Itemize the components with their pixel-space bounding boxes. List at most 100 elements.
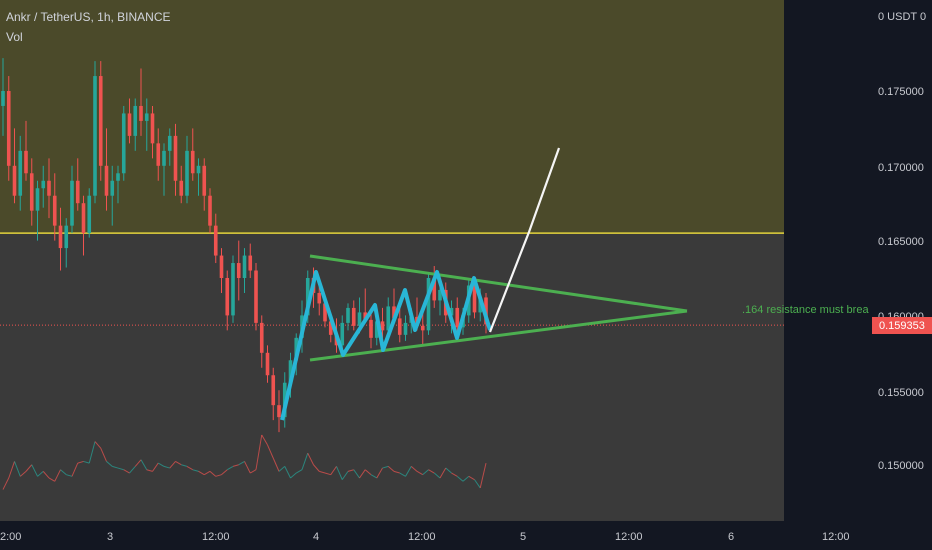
symmetric-triangle bbox=[309, 254, 688, 362]
triangle-upper-trendline bbox=[309, 254, 688, 313]
volume-line bbox=[2, 434, 487, 490]
candle-body bbox=[392, 306, 396, 319]
volume-segment bbox=[347, 469, 354, 472]
candle-body bbox=[213, 225, 218, 256]
volume-segment bbox=[215, 474, 222, 477]
candle-body bbox=[190, 150, 195, 174]
candle-body bbox=[472, 285, 477, 313]
volume-segment bbox=[198, 470, 205, 476]
price-tick: 0.170000 bbox=[878, 162, 924, 174]
volume-segment bbox=[399, 472, 406, 477]
volume-segment bbox=[255, 434, 263, 470]
volume-segment bbox=[146, 469, 153, 472]
volume-segment bbox=[140, 459, 148, 470]
current-price-tag bbox=[872, 317, 932, 334]
candle-body bbox=[225, 278, 230, 316]
candle-body bbox=[144, 113, 149, 121]
candle-body bbox=[70, 180, 74, 226]
volume-segment bbox=[267, 444, 274, 459]
volume-segment bbox=[319, 470, 326, 474]
volume-segment bbox=[445, 467, 452, 474]
time-tick: 5 bbox=[520, 531, 526, 543]
zigzag-wave bbox=[280, 270, 492, 421]
volume-segment bbox=[364, 469, 372, 476]
currency-label: 0 USDT 0 bbox=[878, 11, 926, 23]
candle-body bbox=[167, 135, 172, 151]
volume-segment bbox=[250, 469, 257, 474]
candle-body bbox=[219, 255, 224, 278]
volume-segment bbox=[232, 464, 239, 467]
volume-segment bbox=[393, 470, 400, 474]
candle-body bbox=[121, 113, 126, 174]
price-tick: 0.175000 bbox=[878, 86, 924, 98]
candle-body bbox=[202, 165, 207, 196]
candle-body bbox=[420, 325, 425, 331]
volume-segment bbox=[433, 472, 441, 479]
time-tick: 12:00 bbox=[822, 531, 850, 543]
candle-body bbox=[179, 180, 184, 196]
volume-segment bbox=[238, 461, 245, 466]
volume-segment bbox=[77, 460, 84, 464]
candle-body bbox=[64, 225, 69, 249]
volume-segment bbox=[244, 461, 251, 474]
candle-body bbox=[449, 307, 454, 316]
time-tick: 6 bbox=[728, 531, 734, 543]
volume-segment bbox=[54, 469, 61, 482]
candle-body bbox=[248, 255, 253, 271]
candle-body bbox=[242, 255, 247, 278]
candle-body bbox=[265, 352, 270, 376]
volume-segment bbox=[175, 461, 182, 466]
volume-segment bbox=[227, 465, 234, 471]
price-tick: 0.165000 bbox=[878, 236, 924, 248]
candle-body bbox=[438, 289, 442, 301]
volume-segment bbox=[106, 461, 113, 467]
volume-segment bbox=[330, 466, 337, 475]
volume-segment bbox=[370, 474, 377, 479]
volume-segment bbox=[19, 470, 27, 477]
candle-body bbox=[41, 180, 46, 189]
candle-body bbox=[271, 375, 276, 406]
candle-body bbox=[455, 307, 460, 328]
volume-segment bbox=[42, 471, 50, 479]
candle-body bbox=[24, 150, 28, 174]
candle-body bbox=[397, 318, 402, 335]
price-tick: 0.155000 bbox=[878, 387, 924, 399]
volume-segment bbox=[474, 479, 481, 489]
volume-segment bbox=[112, 465, 119, 469]
current-price-label: 0.159353 bbox=[879, 320, 925, 332]
volume-segment bbox=[290, 472, 297, 479]
candle-body bbox=[432, 278, 437, 301]
volume-segment bbox=[48, 477, 55, 482]
volume-segment bbox=[221, 469, 228, 476]
time-axis-panel bbox=[0, 521, 932, 550]
annotation-text: .164 resistance must brea bbox=[742, 304, 869, 316]
candle-body bbox=[173, 135, 178, 181]
candle-body bbox=[340, 322, 345, 346]
candle-body bbox=[363, 312, 368, 320]
volume-segment bbox=[181, 464, 188, 467]
volume-segment bbox=[313, 464, 320, 472]
candle-body bbox=[58, 225, 63, 249]
volume-segment bbox=[416, 470, 423, 476]
volume-segment bbox=[163, 465, 170, 469]
volume-segment bbox=[117, 467, 124, 471]
candle-body bbox=[351, 307, 356, 326]
candles bbox=[1, 58, 488, 433]
price-tick: 0.150000 bbox=[878, 460, 924, 472]
time-tick: 12:00 bbox=[615, 531, 643, 543]
price-axis[interactable]: 0 USDT 0 0.175000 0.170000 0.165000 0.16… bbox=[872, 11, 932, 472]
volume-segment bbox=[272, 457, 280, 472]
time-axis[interactable]: 2:00 3 12:00 4 12:00 5 12:00 6 12:00 bbox=[0, 531, 850, 543]
volume-segment bbox=[8, 461, 15, 479]
candle-body bbox=[93, 76, 97, 196]
candle-body bbox=[380, 321, 385, 331]
volume-segment bbox=[422, 469, 429, 476]
candle-body bbox=[374, 321, 379, 338]
time-tick: 12:00 bbox=[408, 531, 436, 543]
candle-body bbox=[35, 188, 40, 211]
volume-segment bbox=[376, 467, 383, 479]
candle-body bbox=[231, 263, 235, 316]
time-tick: 12:00 bbox=[202, 531, 230, 543]
volume-segment bbox=[336, 466, 343, 480]
